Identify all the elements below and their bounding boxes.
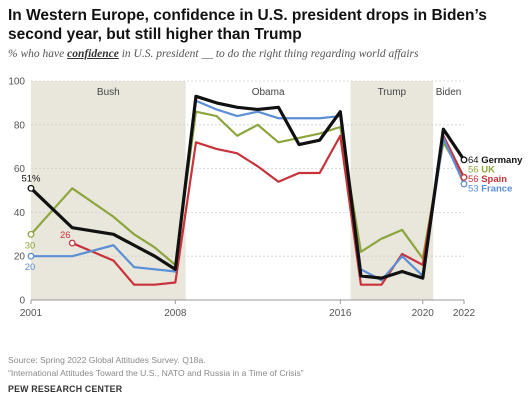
legend-name-france: France	[481, 183, 512, 194]
end-point-germany	[460, 156, 468, 164]
era-label-trump: Trump	[378, 87, 407, 98]
source-note: Source: Spring 2022 Global Attitudes Sur…	[8, 355, 206, 365]
era-band-bush	[31, 81, 186, 300]
end-value-germany: 64	[468, 155, 481, 166]
y-tick-label-20: 20	[14, 252, 26, 263]
report-note: “International Attitudes Toward the U.S.…	[8, 368, 304, 378]
y-tick-label-40: 40	[14, 208, 26, 219]
series-line-france	[29, 99, 466, 282]
y-tick-label-80: 80	[14, 120, 26, 131]
end-value-uk: 56	[468, 164, 481, 175]
x-tick-label-2022: 2022	[453, 308, 476, 319]
start-label-uk: 30	[25, 240, 36, 251]
start-label-spain: 26	[60, 230, 71, 241]
end-label-germany: 64 Germany	[468, 155, 523, 166]
subtitle-suffix: in U.S. president __ to do the right thi…	[118, 48, 419, 60]
x-tick-label-2001: 2001	[20, 308, 43, 319]
era-label-bush: Bush	[97, 87, 120, 98]
start-point-germany	[27, 184, 35, 192]
end-label-uk: 56 UK	[468, 164, 495, 175]
legend-name-germany: Germany	[481, 155, 523, 166]
x-tick-label-2008: 2008	[164, 308, 187, 319]
end-label-france: 53 France	[468, 183, 512, 194]
series-line-uk	[29, 110, 466, 267]
series-lines	[27, 94, 468, 286]
end-label-spain: 56 Spain	[468, 174, 507, 185]
end-value-france: 53	[468, 183, 481, 194]
end-point-france	[460, 180, 468, 188]
start-point-france	[27, 252, 35, 260]
x-tick-label-2016: 2016	[329, 308, 352, 319]
era-bands: Bush Obama Trump Biden	[31, 81, 461, 300]
era-label-obama: Obama	[252, 87, 285, 98]
y-axis: 0 20 40 60 80 100	[8, 77, 25, 307]
end-value-spain: 56	[468, 174, 481, 185]
brand-logo-text: PEW RESEARCH CENTER	[8, 384, 123, 394]
chart-title: In Western Europe, confidence in U.S. pr…	[8, 7, 487, 43]
subtitle-emphasis: confidence	[67, 48, 119, 60]
start-point-spain	[68, 239, 76, 247]
era-label-biden: Biden	[436, 87, 462, 98]
series-line-spain	[71, 134, 466, 286]
x-tick-label-2020: 2020	[412, 308, 435, 319]
legend-name-spain: Spain	[481, 174, 507, 185]
legend-name-uk: UK	[481, 164, 495, 175]
x-axis: 2001 2008 2016 2020 2022	[20, 300, 476, 319]
y-tick-label-0: 0	[19, 296, 25, 307]
y-tick-label-100: 100	[8, 77, 25, 88]
end-point-spain	[460, 173, 468, 181]
subtitle-prefix: % who have	[8, 48, 68, 60]
start-point-uk	[27, 230, 35, 238]
series-line-germany	[29, 94, 466, 280]
chart-subtitle: % who have confidence in U.S. president …	[8, 48, 523, 60]
y-tick-label-60: 60	[14, 164, 26, 175]
start-label-germany: 51%	[21, 173, 41, 184]
start-label-france: 20	[25, 262, 36, 273]
